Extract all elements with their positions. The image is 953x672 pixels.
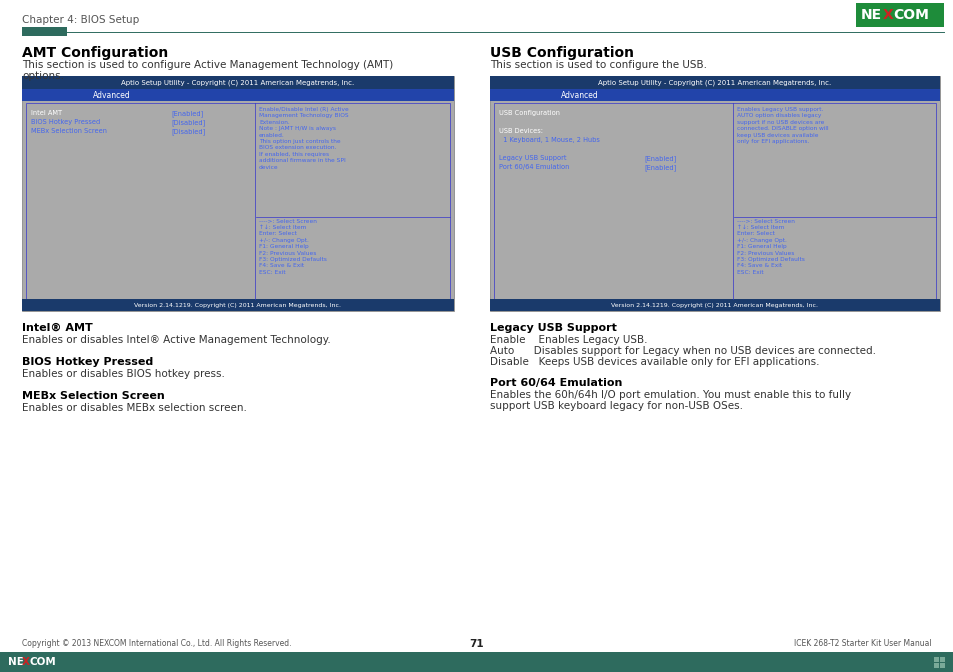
- Bar: [22, 299, 454, 311]
- Text: support USB keyboard legacy for non-USB OSes.: support USB keyboard legacy for non-USB …: [490, 401, 742, 411]
- Text: options.: options.: [22, 71, 64, 81]
- Bar: [855, 3, 943, 27]
- Bar: [22, 89, 454, 101]
- Bar: [0, 636, 953, 652]
- Text: Legacy USB Support: Legacy USB Support: [498, 155, 566, 161]
- Bar: [494, 103, 935, 299]
- Text: BIOS Hotkey Pressed: BIOS Hotkey Pressed: [22, 357, 153, 367]
- Text: Port 60/64 Emulation: Port 60/64 Emulation: [498, 164, 569, 170]
- Bar: [84, 89, 139, 101]
- Bar: [939, 657, 944, 662]
- Text: [Disabled]: [Disabled]: [171, 119, 205, 126]
- Text: MEBx Selection Screen: MEBx Selection Screen: [30, 128, 107, 134]
- Bar: [26, 103, 450, 299]
- Bar: [933, 663, 938, 668]
- Text: X: X: [22, 657, 30, 667]
- Text: Copyright © 2013 NEXCOM International Co., Ltd. All Rights Reserved.: Copyright © 2013 NEXCOM International Co…: [22, 640, 292, 648]
- Text: Port 60/64 Emulation: Port 60/64 Emulation: [490, 378, 621, 388]
- Text: Enable    Enables Legacy USB.: Enable Enables Legacy USB.: [490, 335, 647, 345]
- Text: USB Configuration: USB Configuration: [490, 46, 634, 60]
- Text: Enables or disables Intel® Active Management Technology.: Enables or disables Intel® Active Manage…: [22, 335, 331, 345]
- Bar: [490, 89, 939, 101]
- Text: Chapter 4: BIOS Setup: Chapter 4: BIOS Setup: [22, 15, 139, 25]
- Text: Version 2.14.1219. Copyright (C) 2011 American Megatrends, Inc.: Version 2.14.1219. Copyright (C) 2011 Am…: [611, 302, 818, 308]
- Text: ---->: Select Screen
↑↓: Select Item
Enter: Select
+/-: Change Opt.
F1: General : ---->: Select Screen ↑↓: Select Item Ent…: [258, 218, 327, 275]
- Text: Enables or disables MEBx selection screen.: Enables or disables MEBx selection scree…: [22, 403, 247, 413]
- Text: 71: 71: [469, 639, 484, 649]
- Text: ---->: Select Screen
↑↓: Select Item
Enter: Select
+/-: Change Opt.
F1: General : ---->: Select Screen ↑↓: Select Item Ent…: [737, 218, 804, 275]
- Text: [Enabled]: [Enabled]: [643, 164, 676, 171]
- Text: [Disabled]: [Disabled]: [171, 128, 205, 135]
- Text: NE: NE: [861, 8, 882, 22]
- Text: USB Configuration: USB Configuration: [498, 110, 559, 116]
- Bar: [490, 76, 939, 89]
- Bar: [0, 652, 953, 672]
- Bar: [22, 76, 454, 89]
- Text: Disable   Keeps USB devices available only for EFI applications.: Disable Keeps USB devices available only…: [490, 357, 819, 367]
- Text: Aptio Setup Utility - Copyright (C) 2011 American Megatrends, Inc.: Aptio Setup Utility - Copyright (C) 2011…: [598, 79, 831, 86]
- Text: Legacy USB Support: Legacy USB Support: [490, 323, 617, 333]
- Text: Intel® AMT: Intel® AMT: [22, 323, 92, 333]
- Bar: [22, 76, 454, 311]
- Bar: [490, 76, 939, 311]
- Text: AMT Configuration: AMT Configuration: [22, 46, 168, 60]
- Text: Enables or disables BIOS hotkey press.: Enables or disables BIOS hotkey press.: [22, 369, 225, 379]
- Text: Enables Legacy USB support.
AUTO option disables legacy
support if no USB device: Enables Legacy USB support. AUTO option …: [737, 107, 828, 144]
- Text: COM: COM: [30, 657, 56, 667]
- Bar: [933, 657, 938, 662]
- Text: This section is used to configure the USB.: This section is used to configure the US…: [490, 60, 706, 70]
- Text: USB Devices:: USB Devices:: [498, 128, 542, 134]
- Text: NE: NE: [8, 657, 24, 667]
- Text: ICEK 268-T2 Starter Kit User Manual: ICEK 268-T2 Starter Kit User Manual: [794, 640, 931, 648]
- Text: This section is used to configure Active Management Technology (AMT): This section is used to configure Active…: [22, 60, 393, 70]
- Text: Aptio Setup Utility - Copyright (C) 2011 American Megatrends, Inc.: Aptio Setup Utility - Copyright (C) 2011…: [121, 79, 355, 86]
- Text: Advanced: Advanced: [92, 91, 131, 99]
- Text: [Enabled]: [Enabled]: [643, 155, 676, 162]
- Bar: [939, 663, 944, 668]
- Text: Enables the 60h/64h I/O port emulation. You must enable this to fully: Enables the 60h/64h I/O port emulation. …: [490, 390, 850, 400]
- Bar: [22, 27, 67, 36]
- Text: Version 2.14.1219. Copyright (C) 2011 American Megatrends, Inc.: Version 2.14.1219. Copyright (C) 2011 Am…: [134, 302, 341, 308]
- Text: COM: COM: [892, 8, 928, 22]
- Text: Intel AMT: Intel AMT: [30, 110, 62, 116]
- Text: MEBx Selection Screen: MEBx Selection Screen: [22, 391, 165, 401]
- Text: 1 Keyboard, 1 Mouse, 2 Hubs: 1 Keyboard, 1 Mouse, 2 Hubs: [498, 137, 599, 143]
- Bar: [552, 89, 606, 101]
- Text: Auto      Disables support for Legacy when no USB devices are connected.: Auto Disables support for Legacy when no…: [490, 346, 875, 356]
- Bar: [490, 299, 939, 311]
- Text: [Enabled]: [Enabled]: [171, 110, 203, 117]
- Text: Advanced: Advanced: [560, 91, 598, 99]
- Text: X: X: [882, 8, 893, 22]
- Text: BIOS Hotkey Pressed: BIOS Hotkey Pressed: [30, 119, 100, 125]
- Text: Enable/Disable Intel (R) Active
Management Technology BIOS
Extension.
Note : JAM: Enable/Disable Intel (R) Active Manageme…: [258, 107, 349, 169]
